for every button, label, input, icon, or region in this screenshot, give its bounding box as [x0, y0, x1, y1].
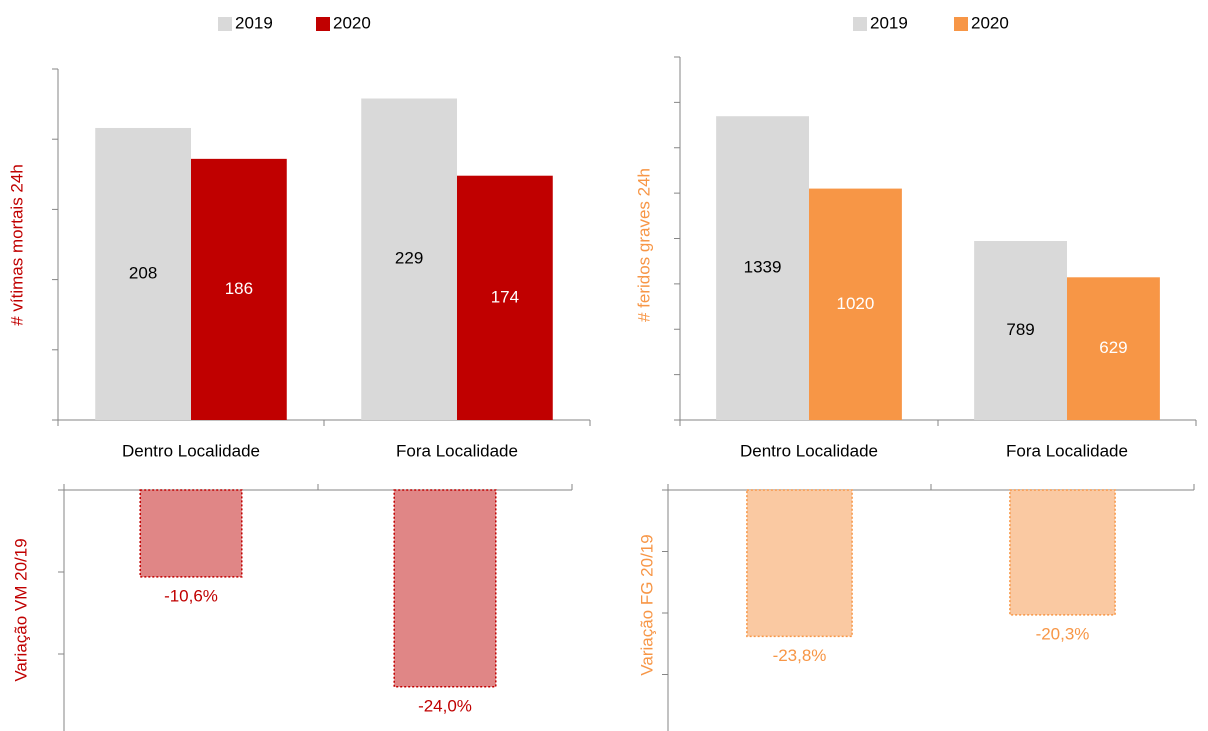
data-label: 789	[1006, 320, 1034, 339]
bar	[457, 175, 553, 420]
bar	[139, 489, 243, 578]
legend-label: 2020	[333, 13, 371, 32]
legend-label: 2019	[235, 13, 273, 32]
data-label: 186	[225, 279, 253, 298]
bar	[1067, 277, 1160, 420]
x-tick-label: Dentro Localidade	[740, 441, 878, 460]
x-tick-label: Fora Localidade	[1006, 441, 1128, 460]
legend-label: 2019	[870, 13, 908, 32]
data-label: 208	[129, 263, 157, 282]
bar	[974, 240, 1067, 420]
data-label: -20,3%	[1036, 624, 1090, 643]
data-label: -10,6%	[164, 586, 218, 605]
bar	[716, 116, 809, 420]
bar	[361, 98, 457, 420]
data-label: 1020	[837, 294, 875, 313]
y-axis-label: Variação VM 20/19	[11, 538, 30, 681]
data-label: -23,8%	[773, 646, 827, 665]
data-label: 174	[491, 287, 519, 306]
bar	[393, 489, 497, 688]
bar	[1009, 489, 1116, 616]
data-label: 629	[1099, 338, 1127, 357]
data-label: 229	[395, 249, 423, 268]
y-axis-label: Variação FG 20/19	[637, 534, 656, 675]
x-tick-label: Dentro Localidade	[122, 441, 260, 460]
legend-label: 2020	[971, 13, 1009, 32]
legend-swatch	[853, 17, 867, 31]
legend-swatch	[218, 17, 232, 31]
bar	[95, 127, 191, 420]
bar	[191, 158, 287, 420]
data-label: -24,0%	[418, 696, 472, 715]
legend-swatch	[316, 17, 330, 31]
bar	[809, 188, 902, 420]
y-axis-label: # feridos graves 24h	[634, 168, 653, 322]
bar	[746, 489, 853, 638]
x-tick-label: Fora Localidade	[396, 441, 518, 460]
data-label: 1339	[744, 258, 782, 277]
legend-swatch	[954, 17, 968, 31]
y-axis-label: # vítimas mortais 24h	[7, 164, 26, 326]
